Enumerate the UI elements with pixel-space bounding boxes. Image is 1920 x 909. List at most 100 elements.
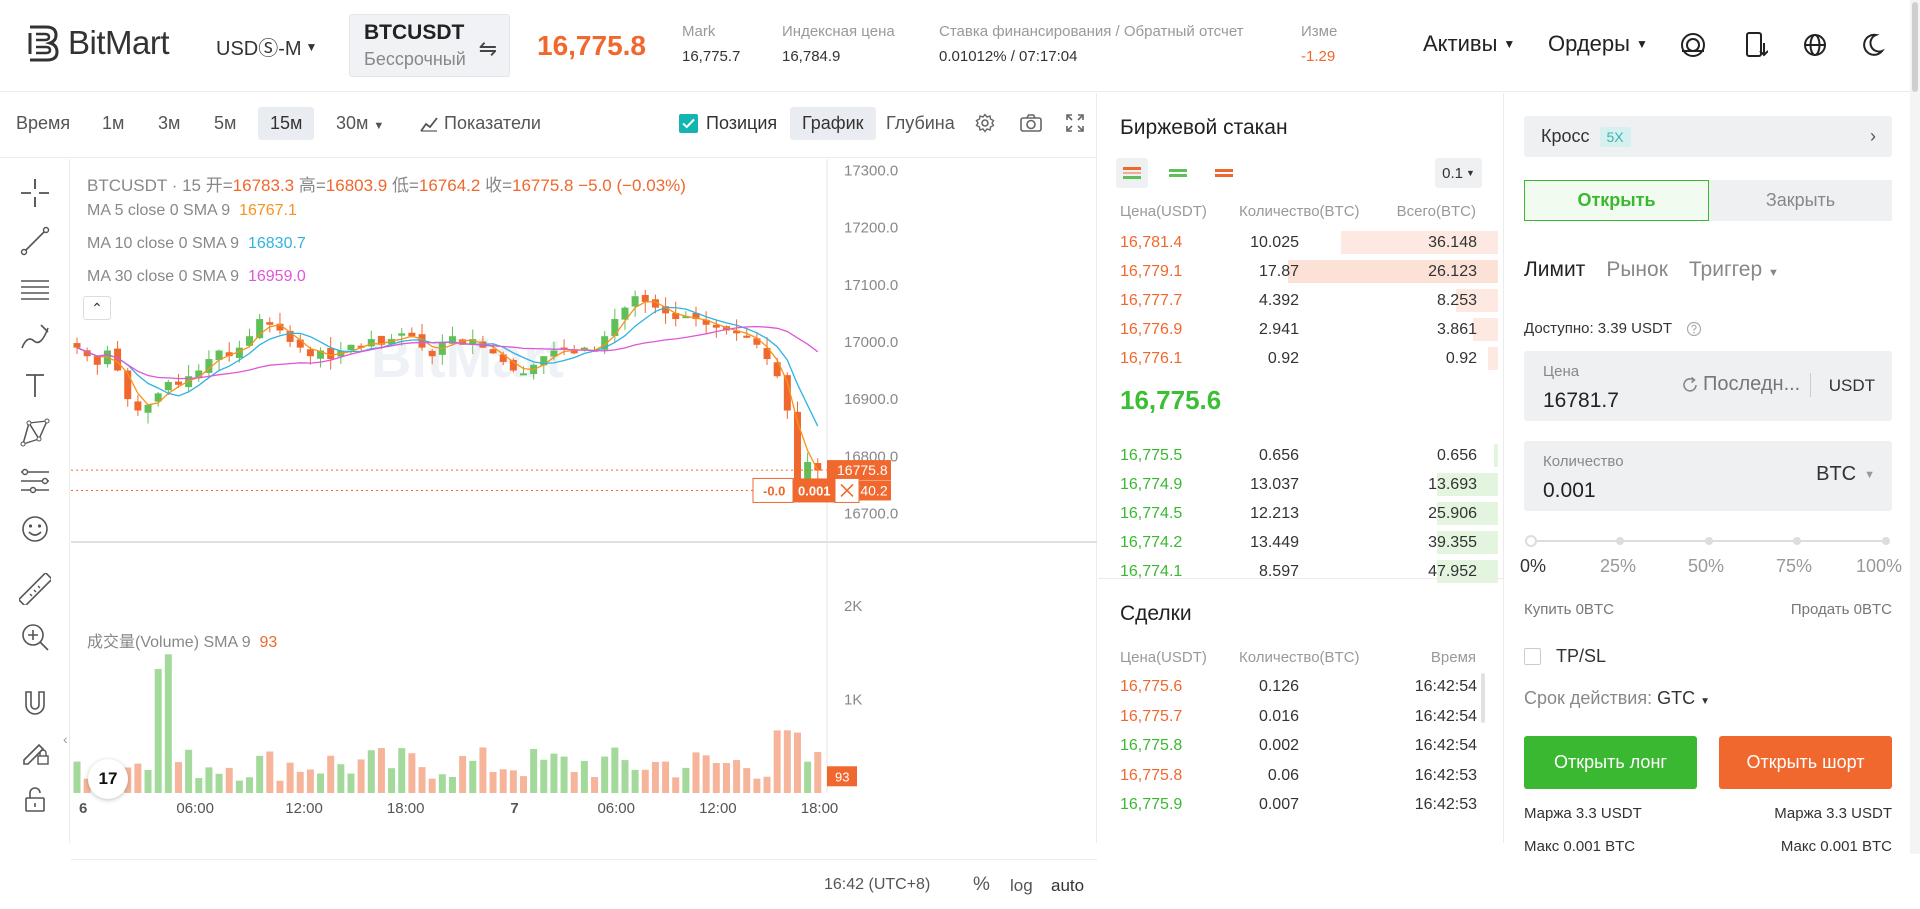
slider-label-100[interactable]: 100% [1856,556,1903,576]
time-tick-label: 18:00 [387,800,425,817]
chart-canvas[interactable]: BitMart 17300.0 17200.0 17100.0 17000.0 16900… [71,159,1097,859]
interval-1m[interactable]: 1м [102,113,125,133]
price-input-value[interactable]: 16781.7 [1543,389,1619,412]
quantity-input[interactable]: Количество 0.001 BTC ▼ [1524,441,1892,511]
order-type-limit[interactable]: Лимит [1524,258,1586,281]
interval-30m[interactable]: 30м ▼ [336,113,384,134]
ruler-icon[interactable] [17,571,53,607]
bid-row[interactable]: 16,775.5 0.656 0.656 [1098,442,1504,470]
interval-5m[interactable]: 5м [214,113,237,133]
position-toggle[interactable]: Позиция [679,113,777,134]
precision-selector[interactable]: 0.1 ▼ [1435,158,1482,188]
book-view-both-icon[interactable] [1116,158,1148,188]
camera-icon[interactable] [1020,114,1042,132]
volume-bar [611,747,619,793]
slider-mark-100[interactable] [1882,537,1890,545]
slider-mark-50[interactable] [1704,537,1713,545]
page-scrollbar-thumb[interactable] [1912,2,1918,92]
page-scrollbar[interactable] [1910,0,1920,854]
stat-value: 16,784.9 [782,48,841,65]
chart-settings-icon[interactable] [975,113,995,133]
interval-3m[interactable]: 3м [158,113,181,133]
zoom-in-icon[interactable] [17,619,53,655]
open-short-button[interactable]: Открыть шорт [1719,736,1892,789]
slider-handle[interactable] [1525,535,1537,547]
bid-row[interactable]: 16,774.5 12.213 25.906 [1098,500,1504,528]
symbol-selector[interactable]: BTCUSDT Бессрочный ⇋ [349,14,510,77]
percent-scale-toggle[interactable]: % [973,874,990,895]
trend-line-icon[interactable] [17,223,53,259]
market-selector[interactable]: USDⓈ-M ▼ [216,32,317,61]
ma-line-0 [76,301,819,471]
book-view-bids-icon[interactable] [1162,158,1194,188]
ask-row[interactable]: 16,777.7 4.392 8.253 [1098,287,1504,315]
margin-mode-selector[interactable]: Кросс 5X › [1524,116,1892,157]
bid-row[interactable]: 16,774.9 13.037 13.693 [1098,471,1504,499]
volume-bar [530,749,538,793]
interval-15m[interactable]: 15м [258,107,315,140]
pattern-icon[interactable] [17,415,53,451]
quantity-slider[interactable] [1525,534,1890,548]
tab-close[interactable]: Закрыть [1709,180,1892,221]
help-icon[interactable] [1686,321,1702,337]
volume-bar [550,753,558,793]
moon-icon[interactable] [1858,30,1888,60]
menu-orders[interactable]: Ордеры ▼ [1548,31,1648,57]
tradingview-logo[interactable]: 17 [88,759,128,799]
auto-scale-toggle[interactable]: auto [1051,876,1085,895]
ask-row[interactable]: 16,779.1 17.87 26.123 [1098,258,1504,286]
slider-label-0[interactable]: 0% [1520,556,1547,576]
tab-open[interactable]: Открыть [1524,180,1709,221]
book-view-asks-icon[interactable] [1208,158,1240,188]
ask-row[interactable]: 16,776.9 2.941 3.861 [1098,316,1504,344]
slider-mark-75[interactable] [1793,537,1802,545]
volume-bar [367,750,375,793]
log-scale-toggle[interactable]: log [1010,876,1033,895]
open-long-button[interactable]: Открыть лонг [1524,736,1697,789]
slider-mark-25[interactable] [1615,537,1624,545]
horizontal-lines-icon[interactable] [17,271,53,307]
tpsl-checkbox[interactable]: TP/SL [1524,646,1606,667]
caret-down-icon: ▼ [1700,696,1711,707]
quantity-unit-selector[interactable]: BTC ▼ [1816,463,1875,486]
last-price-button[interactable]: Последн... [1681,373,1800,396]
fib-icon[interactable] [17,463,53,499]
crosshair-icon[interactable] [17,175,53,211]
bitmart-logo[interactable]: BitMart [26,22,170,64]
bid-row[interactable]: 16,774.2 13.449 39.355 [1098,529,1504,557]
timezone[interactable]: 16:42 (UTC+8) [824,876,931,893]
stat-value: 16,775.7 [682,48,741,65]
magnet-icon[interactable] [17,685,53,721]
emoji-icon[interactable] [17,511,53,547]
text-tool-icon[interactable] [17,367,53,403]
order-type-market[interactable]: Рынок [1606,258,1668,281]
globe-icon[interactable] [1800,30,1830,60]
menu-assets[interactable]: Активы ▼ [1423,31,1515,57]
quantity-input-value[interactable]: 0.001 [1543,479,1596,502]
trades-scrollbar[interactable] [1481,673,1485,723]
candlestick-chart[interactable]: BitMart 17300.0 17200.0 17100.0 17000.0 16900… [71,159,1097,895]
lock-drawing-icon[interactable] [17,733,53,769]
unlock-icon[interactable] [17,781,53,817]
ask-row[interactable]: 16,776.1 0.92 0.92 [1098,345,1504,373]
account-icon[interactable] [1678,30,1708,60]
slider-label-50[interactable]: 50% [1688,556,1725,576]
view-chart-tab[interactable]: График [790,107,876,140]
order-type-trigger[interactable]: Триггер ▼ [1689,258,1779,282]
collapse-toolbar-icon[interactable]: ‹ [63,731,68,747]
price-tick-label: 17000.0 [844,334,898,351]
collapse-legend-button[interactable]: ⌃ [83,296,111,320]
time-in-force-selector[interactable]: Срок действия: GTC ▼ [1524,688,1710,709]
fullscreen-icon[interactable] [1066,114,1084,132]
indicators-button[interactable]: Показатели [420,113,541,134]
slider-label-75[interactable]: 75% [1776,556,1813,576]
download-app-icon[interactable] [1741,30,1771,60]
bid-row[interactable]: 16,774.1 8.597 47.952 [1098,558,1504,586]
view-depth-tab[interactable]: Глубина [886,113,955,133]
max-long: Макс 0.001 BTC [1524,838,1636,855]
slider-label-25[interactable]: 25% [1600,556,1637,576]
ask-row[interactable]: 16,781.4 10.025 36.148 [1098,229,1504,257]
interval-time[interactable]: Время [16,113,71,133]
price-input[interactable]: Цена 16781.7 Последн... USDT [1524,351,1892,421]
brush-icon[interactable] [17,319,53,355]
